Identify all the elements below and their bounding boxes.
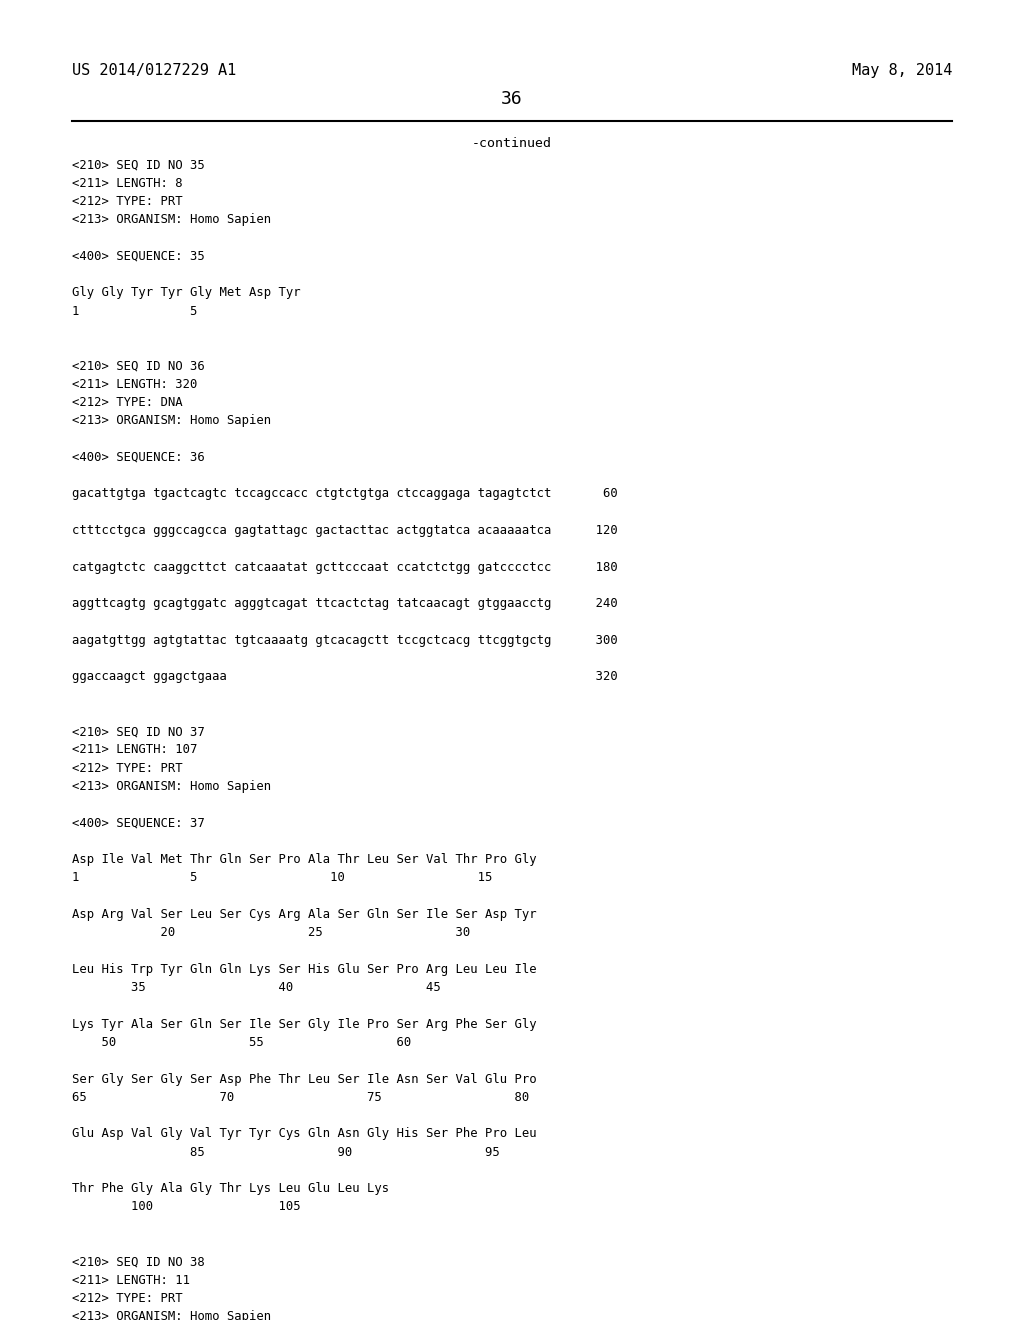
Text: <212> TYPE: PRT: <212> TYPE: PRT (72, 1292, 182, 1305)
Text: <400> SEQUENCE: 35: <400> SEQUENCE: 35 (72, 249, 205, 263)
Text: aagatgttgg agtgtattac tgtcaaaatg gtcacagctt tccgctcacg ttcggtgctg      300: aagatgttgg agtgtattac tgtcaaaatg gtcacag… (72, 634, 617, 647)
Text: <400> SEQUENCE: 36: <400> SEQUENCE: 36 (72, 451, 205, 463)
Text: Gly Gly Tyr Tyr Gly Met Asp Tyr: Gly Gly Tyr Tyr Gly Met Asp Tyr (72, 286, 300, 300)
Text: Thr Phe Gly Ala Gly Thr Lys Leu Glu Leu Lys: Thr Phe Gly Ala Gly Thr Lys Leu Glu Leu … (72, 1183, 389, 1195)
Text: aggttcagtg gcagtggatc agggtcagat ttcactctag tatcaacagt gtggaacctg      240: aggttcagtg gcagtggatc agggtcagat ttcactc… (72, 597, 617, 610)
Text: 1               5: 1 5 (72, 305, 197, 318)
Text: 100                 105: 100 105 (72, 1200, 300, 1213)
Text: ctttcctgca gggccagcca gagtattagc gactacttac actggtatca acaaaaatca      120: ctttcctgca gggccagcca gagtattagc gactact… (72, 524, 617, 537)
Text: <211> LENGTH: 320: <211> LENGTH: 320 (72, 378, 197, 391)
Text: <210> SEQ ID NO 36: <210> SEQ ID NO 36 (72, 359, 205, 372)
Text: Asp Ile Val Met Thr Gln Ser Pro Ala Thr Leu Ser Val Thr Pro Gly: Asp Ile Val Met Thr Gln Ser Pro Ala Thr … (72, 853, 537, 866)
Text: <212> TYPE: PRT: <212> TYPE: PRT (72, 762, 182, 775)
Text: <212> TYPE: DNA: <212> TYPE: DNA (72, 396, 182, 409)
Text: Lys Tyr Ala Ser Gln Ser Ile Ser Gly Ile Pro Ser Arg Phe Ser Gly: Lys Tyr Ala Ser Gln Ser Ile Ser Gly Ile … (72, 1018, 537, 1031)
Text: <211> LENGTH: 11: <211> LENGTH: 11 (72, 1274, 189, 1287)
Text: ggaccaagct ggagctgaaa                                                  320: ggaccaagct ggagctgaaa 320 (72, 671, 617, 684)
Text: <210> SEQ ID NO 38: <210> SEQ ID NO 38 (72, 1255, 205, 1269)
Text: <213> ORGANISM: Homo Sapien: <213> ORGANISM: Homo Sapien (72, 1311, 270, 1320)
Text: US 2014/0127229 A1: US 2014/0127229 A1 (72, 63, 236, 78)
Text: 1               5                  10                  15: 1 5 10 15 (72, 871, 493, 884)
Text: 35                  40                  45: 35 40 45 (72, 981, 440, 994)
Text: <213> ORGANISM: Homo Sapien: <213> ORGANISM: Homo Sapien (72, 214, 270, 226)
Text: 20                  25                  30: 20 25 30 (72, 927, 470, 940)
Text: Ser Gly Ser Gly Ser Asp Phe Thr Leu Ser Ile Asn Ser Val Glu Pro: Ser Gly Ser Gly Ser Asp Phe Thr Leu Ser … (72, 1072, 537, 1085)
Text: gacattgtga tgactcagtc tccagccacc ctgtctgtga ctccaggaga tagagtctct       60: gacattgtga tgactcagtc tccagccacc ctgtctg… (72, 487, 617, 500)
Text: <213> ORGANISM: Homo Sapien: <213> ORGANISM: Homo Sapien (72, 780, 270, 793)
Text: Asp Arg Val Ser Leu Ser Cys Arg Ala Ser Gln Ser Ile Ser Asp Tyr: Asp Arg Val Ser Leu Ser Cys Arg Ala Ser … (72, 908, 537, 921)
Text: 65                  70                  75                  80: 65 70 75 80 (72, 1090, 529, 1104)
Text: catgagtctc caaggcttct catcaaatat gcttcccaat ccatctctgg gatcccctcc      180: catgagtctc caaggcttct catcaaatat gcttccc… (72, 561, 617, 574)
Text: Glu Asp Val Gly Val Tyr Tyr Cys Gln Asn Gly His Ser Phe Pro Leu: Glu Asp Val Gly Val Tyr Tyr Cys Gln Asn … (72, 1127, 537, 1140)
Text: <213> ORGANISM: Homo Sapien: <213> ORGANISM: Homo Sapien (72, 414, 270, 428)
Text: 50                  55                  60: 50 55 60 (72, 1036, 411, 1049)
Text: <210> SEQ ID NO 37: <210> SEQ ID NO 37 (72, 725, 205, 738)
Text: -continued: -continued (472, 137, 552, 150)
Text: May 8, 2014: May 8, 2014 (852, 63, 952, 78)
Text: <210> SEQ ID NO 35: <210> SEQ ID NO 35 (72, 158, 205, 172)
Text: <400> SEQUENCE: 37: <400> SEQUENCE: 37 (72, 817, 205, 829)
Text: <211> LENGTH: 107: <211> LENGTH: 107 (72, 743, 197, 756)
Text: Leu His Trp Tyr Gln Gln Lys Ser His Glu Ser Pro Arg Leu Leu Ile: Leu His Trp Tyr Gln Gln Lys Ser His Glu … (72, 962, 537, 975)
Text: <212> TYPE: PRT: <212> TYPE: PRT (72, 195, 182, 209)
Text: <211> LENGTH: 8: <211> LENGTH: 8 (72, 177, 182, 190)
Text: 36: 36 (501, 90, 523, 108)
Text: 85                  90                  95: 85 90 95 (72, 1146, 500, 1159)
